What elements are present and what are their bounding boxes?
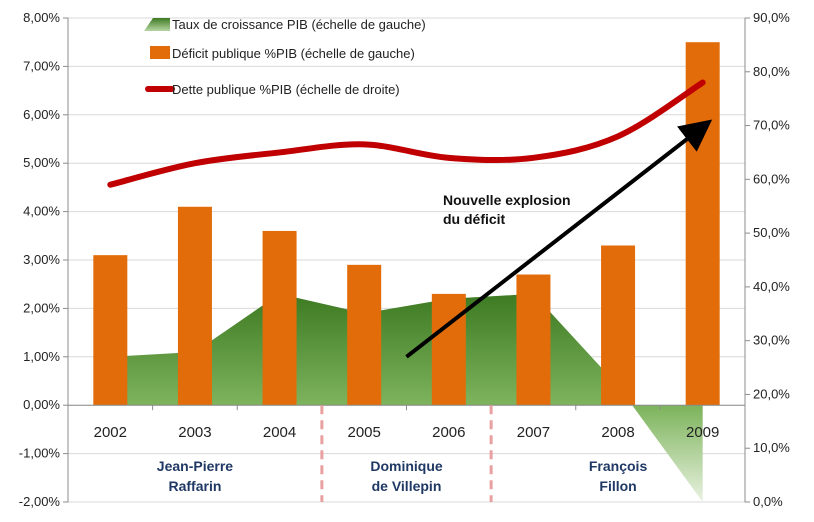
category-label: 2009 [686,424,719,441]
legend-item-growth: Taux de croissance PIB (échelle de gauch… [144,17,426,32]
category-label: 2007 [517,424,550,441]
right-tick-label: 70,0% [753,118,790,133]
left-tick-label: 8,00% [23,10,60,25]
category-label: 2005 [348,424,381,441]
period-name: François [589,458,648,474]
deficit-bar [685,42,720,406]
period-name: Dominique [370,458,443,474]
right-tick-label: 40,0% [753,279,790,294]
annotation-text: Nouvelle explosion [443,192,571,208]
left-tick-label: 7,00% [23,58,60,73]
left-tick-label: 0,00% [23,397,60,412]
debt-line [107,79,706,188]
left-tick-label: -1,00% [19,446,61,461]
category-label: 2006 [432,424,465,441]
legend-label-debt: Dette publique %PIB (échelle de droite) [172,82,400,97]
period-name: de Villepin [372,478,442,494]
right-tick-label: 0,0% [753,494,783,509]
growth-area-layer [110,293,703,502]
deficit-bar [93,255,128,406]
debt-line-layer [107,79,706,188]
category-label: 2004 [263,424,296,441]
annotation-text: du déficit [443,211,506,227]
legend: Taux de croissance PIB (échelle de gauch… [144,17,426,97]
deficit-bar [516,274,551,406]
period-name: Raffarin [168,478,221,494]
left-tick-label: 1,00% [23,349,60,364]
growth-area [110,293,703,502]
legend-item-debt: Dette publique %PIB (échelle de droite) [145,82,400,97]
deficit-bar [601,245,636,406]
deficit-bar [177,206,212,406]
left-tick-label: 3,00% [23,252,60,267]
right-tick-label: 60,0% [753,171,790,186]
legend-swatch-growth [144,18,170,31]
legend-label-deficit: Déficit publique %PIB (échelle de gauche… [172,46,415,61]
category-label: 2003 [178,424,211,441]
left-tick-label: 5,00% [23,155,60,170]
legend-item-deficit: Déficit publique %PIB (échelle de gauche… [150,46,415,61]
left-tick-label: -2,00% [19,494,61,509]
right-tick-label: 50,0% [753,225,790,240]
deficit-bar [262,230,297,406]
legend-label-growth: Taux de croissance PIB (échelle de gauch… [172,17,426,32]
category-label: 2002 [94,424,127,441]
right-tick-label: 80,0% [753,64,790,79]
period-name: Fillon [599,478,636,494]
right-tick-label: 10,0% [753,440,790,455]
right-tick-label: 90,0% [753,10,790,25]
left-tick-label: 6,00% [23,107,60,122]
left-tick-label: 2,00% [23,300,60,315]
deficit-bar [347,264,382,406]
left-axis-ticks: 8,00% 7,00% 6,00% 5,00% 4,00% 3,00% 2,00% 1,00%… [19,10,61,509]
annotation: Nouvelle explosion du déficit [405,119,713,359]
period-labels: Jean-Pierre Raffarin Dominique de Villepin F… [157,405,648,502]
right-tick-label: 20,0% [753,386,790,401]
right-axis-ticks: 90,0% 80,0% 70,0% 60,0% 50,0% 40,0% 30,0% 20,0%… [753,10,790,509]
category-labels: 2002 2003 2004 2005 2006 2007 2008 2009 [94,424,720,441]
annotation-arrow [405,119,713,359]
legend-swatch-deficit [150,46,170,59]
deficit-bar [431,293,466,406]
category-label: 2008 [601,424,634,441]
period-name: Jean-Pierre [157,458,233,474]
right-tick-label: 30,0% [753,333,790,348]
deficit-bars-layer [93,42,720,406]
axes-layer [63,17,750,503]
left-tick-label: 4,00% [23,204,60,219]
